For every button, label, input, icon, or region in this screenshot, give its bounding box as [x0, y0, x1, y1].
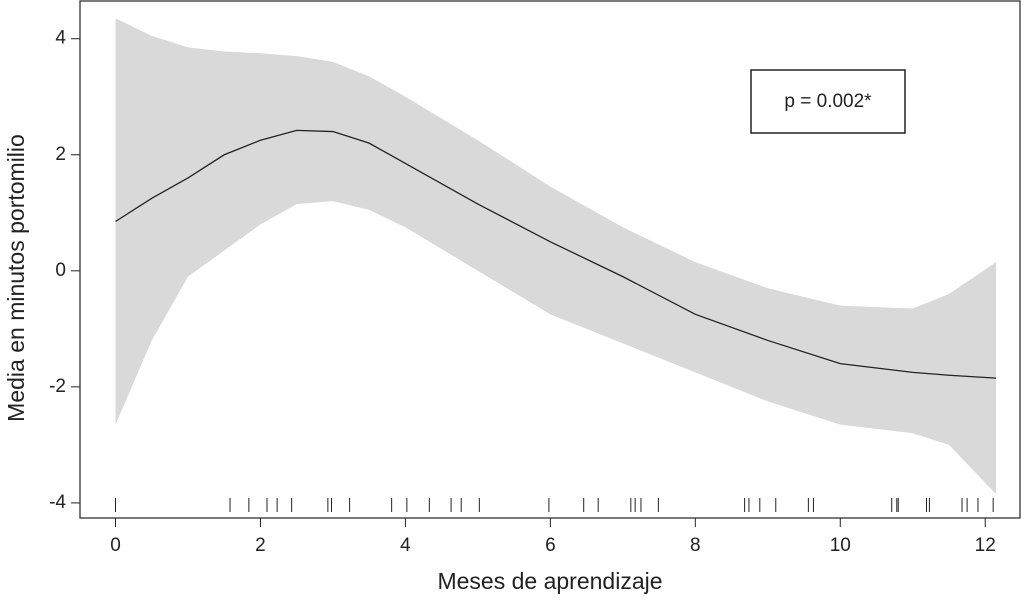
x-axis-label: Meses de aprendizaje — [437, 568, 662, 594]
annotation: p = 0.002* — [784, 91, 872, 112]
x-tick-label: 4 — [400, 535, 411, 556]
x-tick-label: 6 — [545, 535, 556, 556]
y-tick-label: 0 — [55, 260, 66, 281]
y-axis-label: Media en minutos portomilio — [3, 134, 29, 422]
y-tick-label: -2 — [49, 376, 66, 397]
y-tick-label: 2 — [55, 144, 66, 165]
y-tick-label: 4 — [55, 28, 66, 49]
y-tick-label: -4 — [49, 492, 66, 513]
x-tick-label: 8 — [690, 535, 701, 556]
annotation-box — [750, 69, 906, 134]
line — [115, 129, 997, 379]
x-tick-label: 2 — [255, 535, 266, 556]
confidence-band — [115, 18, 997, 495]
x-tick-label: 10 — [830, 535, 851, 556]
x-tick-label: 0 — [110, 535, 121, 556]
x-tick-label: 12 — [975, 535, 996, 556]
